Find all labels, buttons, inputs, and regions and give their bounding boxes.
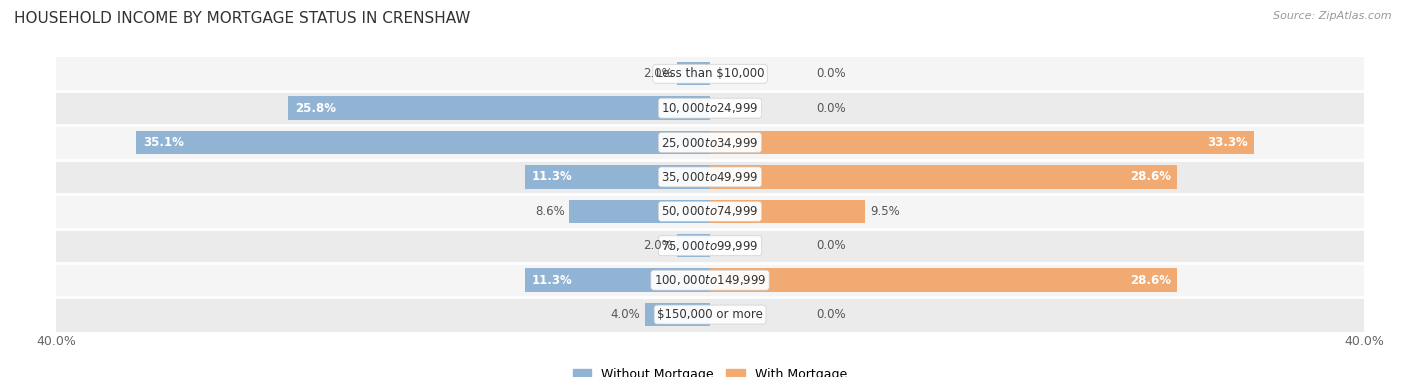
Bar	[56, 263, 1364, 297]
Bar	[56, 126, 1364, 160]
Bar	[136, 131, 710, 154]
Text: 28.6%: 28.6%	[1130, 274, 1171, 287]
Text: $10,000 to $24,999: $10,000 to $24,999	[661, 101, 759, 115]
Text: $25,000 to $34,999: $25,000 to $34,999	[661, 136, 759, 150]
Text: $35,000 to $49,999: $35,000 to $49,999	[661, 170, 759, 184]
Text: 2.0%: 2.0%	[643, 67, 672, 80]
Text: 0.0%: 0.0%	[817, 102, 846, 115]
Text: 11.3%: 11.3%	[531, 274, 572, 287]
Bar	[56, 297, 1364, 332]
Text: HOUSEHOLD INCOME BY MORTGAGE STATUS IN CRENSHAW: HOUSEHOLD INCOME BY MORTGAGE STATUS IN C…	[14, 11, 471, 26]
Text: Less than $10,000: Less than $10,000	[655, 67, 765, 80]
Text: 0.0%: 0.0%	[817, 239, 846, 252]
Legend: Without Mortgage, With Mortgage: Without Mortgage, With Mortgage	[568, 363, 852, 377]
Bar	[678, 234, 710, 257]
Bar	[678, 62, 710, 86]
Bar	[526, 268, 710, 292]
Text: Source: ZipAtlas.com: Source: ZipAtlas.com	[1274, 11, 1392, 21]
Text: 0.0%: 0.0%	[817, 308, 846, 321]
Bar	[56, 228, 1364, 263]
Bar	[56, 160, 1364, 194]
Text: $100,000 to $149,999: $100,000 to $149,999	[654, 273, 766, 287]
Bar	[526, 165, 710, 188]
Bar	[710, 131, 1254, 154]
Text: 4.0%: 4.0%	[610, 308, 640, 321]
Bar	[288, 97, 710, 120]
Bar	[569, 200, 710, 223]
Bar	[710, 268, 1177, 292]
Text: $75,000 to $99,999: $75,000 to $99,999	[661, 239, 759, 253]
Text: 35.1%: 35.1%	[143, 136, 184, 149]
Bar	[56, 57, 1364, 91]
Bar	[710, 165, 1177, 188]
Text: 28.6%: 28.6%	[1130, 170, 1171, 184]
Text: 33.3%: 33.3%	[1206, 136, 1247, 149]
Text: 9.5%: 9.5%	[870, 205, 900, 218]
Bar	[710, 200, 865, 223]
Text: 0.0%: 0.0%	[817, 67, 846, 80]
Bar	[56, 91, 1364, 126]
Text: 25.8%: 25.8%	[295, 102, 336, 115]
Text: 11.3%: 11.3%	[531, 170, 572, 184]
Text: $50,000 to $74,999: $50,000 to $74,999	[661, 204, 759, 218]
Text: 2.0%: 2.0%	[643, 239, 672, 252]
Text: 8.6%: 8.6%	[534, 205, 565, 218]
Bar	[644, 303, 710, 326]
Text: $150,000 or more: $150,000 or more	[657, 308, 763, 321]
Bar	[56, 194, 1364, 228]
